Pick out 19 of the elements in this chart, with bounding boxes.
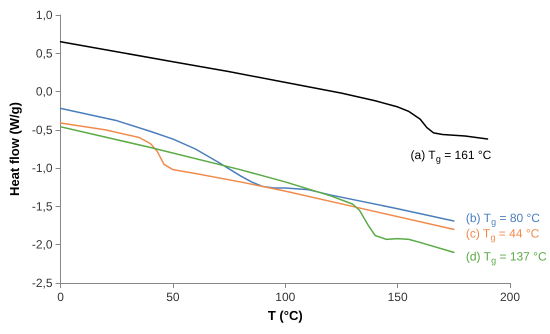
y-tick-label: 1,0 — [36, 8, 53, 22]
x-tick-label: 150 — [388, 290, 408, 304]
x-tick-label: 0 — [57, 290, 64, 304]
line-series — [60, 126, 455, 254]
line-series — [60, 108, 455, 222]
y-tick-label: -0,5 — [32, 122, 53, 137]
x-tick-label: 100 — [275, 290, 296, 304]
x-axis-title: T (°C) — [268, 308, 303, 323]
y-tick-label: 0,0 — [36, 84, 53, 99]
y-tick-label: -2,5 — [32, 276, 53, 290]
y-tick-label: -1,0 — [32, 161, 53, 176]
y-tick-label: 0,5 — [36, 46, 53, 60]
y-axis-title: Heat flow (W/g) — [7, 102, 22, 196]
x-tick-label: 50 — [166, 290, 180, 304]
line-series — [60, 41, 488, 140]
x-tick-label: 200 — [500, 290, 520, 304]
y-tick-label: -2,0 — [32, 238, 53, 252]
y-tick-label: -1,5 — [32, 199, 53, 214]
line-series — [60, 122, 455, 230]
